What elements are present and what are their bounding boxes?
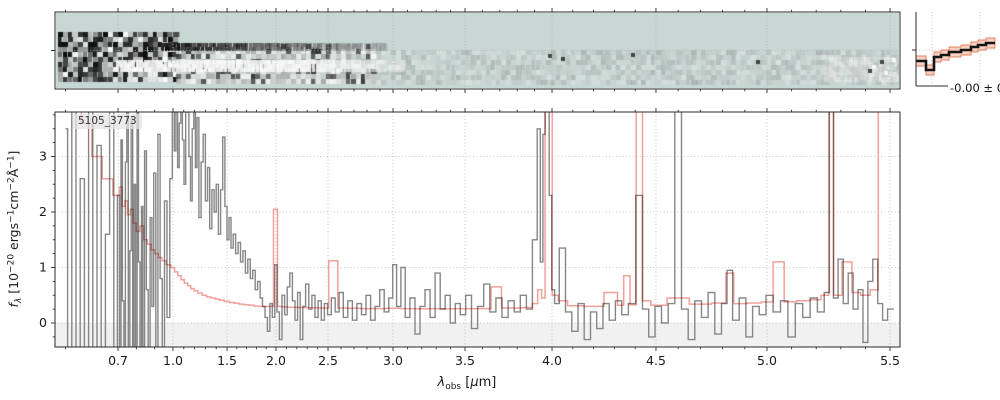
x-tick-label: 4.0 (542, 353, 562, 368)
x-tick-label: 4.5 (646, 353, 666, 368)
error-line (80, 112, 880, 310)
x-tick-label: 5.0 (757, 353, 777, 368)
profile-data-line (916, 41, 995, 72)
x-tick-label: 0.7 (108, 353, 128, 368)
y-tick-label: 1 (39, 260, 47, 275)
y-tick-label: 2 (39, 204, 47, 219)
profile-panel (912, 12, 996, 87)
spec2d-axes (51, 11, 901, 90)
main-axes (54, 111, 901, 348)
x-tick-label: 3.5 (455, 353, 475, 368)
y-tick-label: 0 (39, 315, 47, 330)
x-tick-label: 3.0 (383, 353, 403, 368)
x-tick-label: 2.0 (266, 353, 286, 368)
x-tick-label: 1.5 (217, 353, 237, 368)
y-tick-label: 3 (39, 149, 47, 164)
y-axis-label: fλ [10−20 ergs−1cm−2Å−1] (6, 150, 24, 308)
axis-ticks: 0.7 1.0 1.5 2.0 2.5 3.0 3.5 4.0 4.5 5.0 5.5 0 1 2 3 (39, 8, 900, 368)
profile-stat-label: -0.00 ± 0.24 (950, 81, 1000, 95)
flux-line (65, 112, 894, 347)
x-tick-label: 2.5 (318, 353, 338, 368)
object-id-label: 5105_3773 (73, 114, 142, 129)
x-tick-label: 1.0 (163, 353, 183, 368)
x-axis-label: λobs [μm] (437, 375, 497, 392)
x-tick-label: 5.5 (880, 353, 900, 368)
